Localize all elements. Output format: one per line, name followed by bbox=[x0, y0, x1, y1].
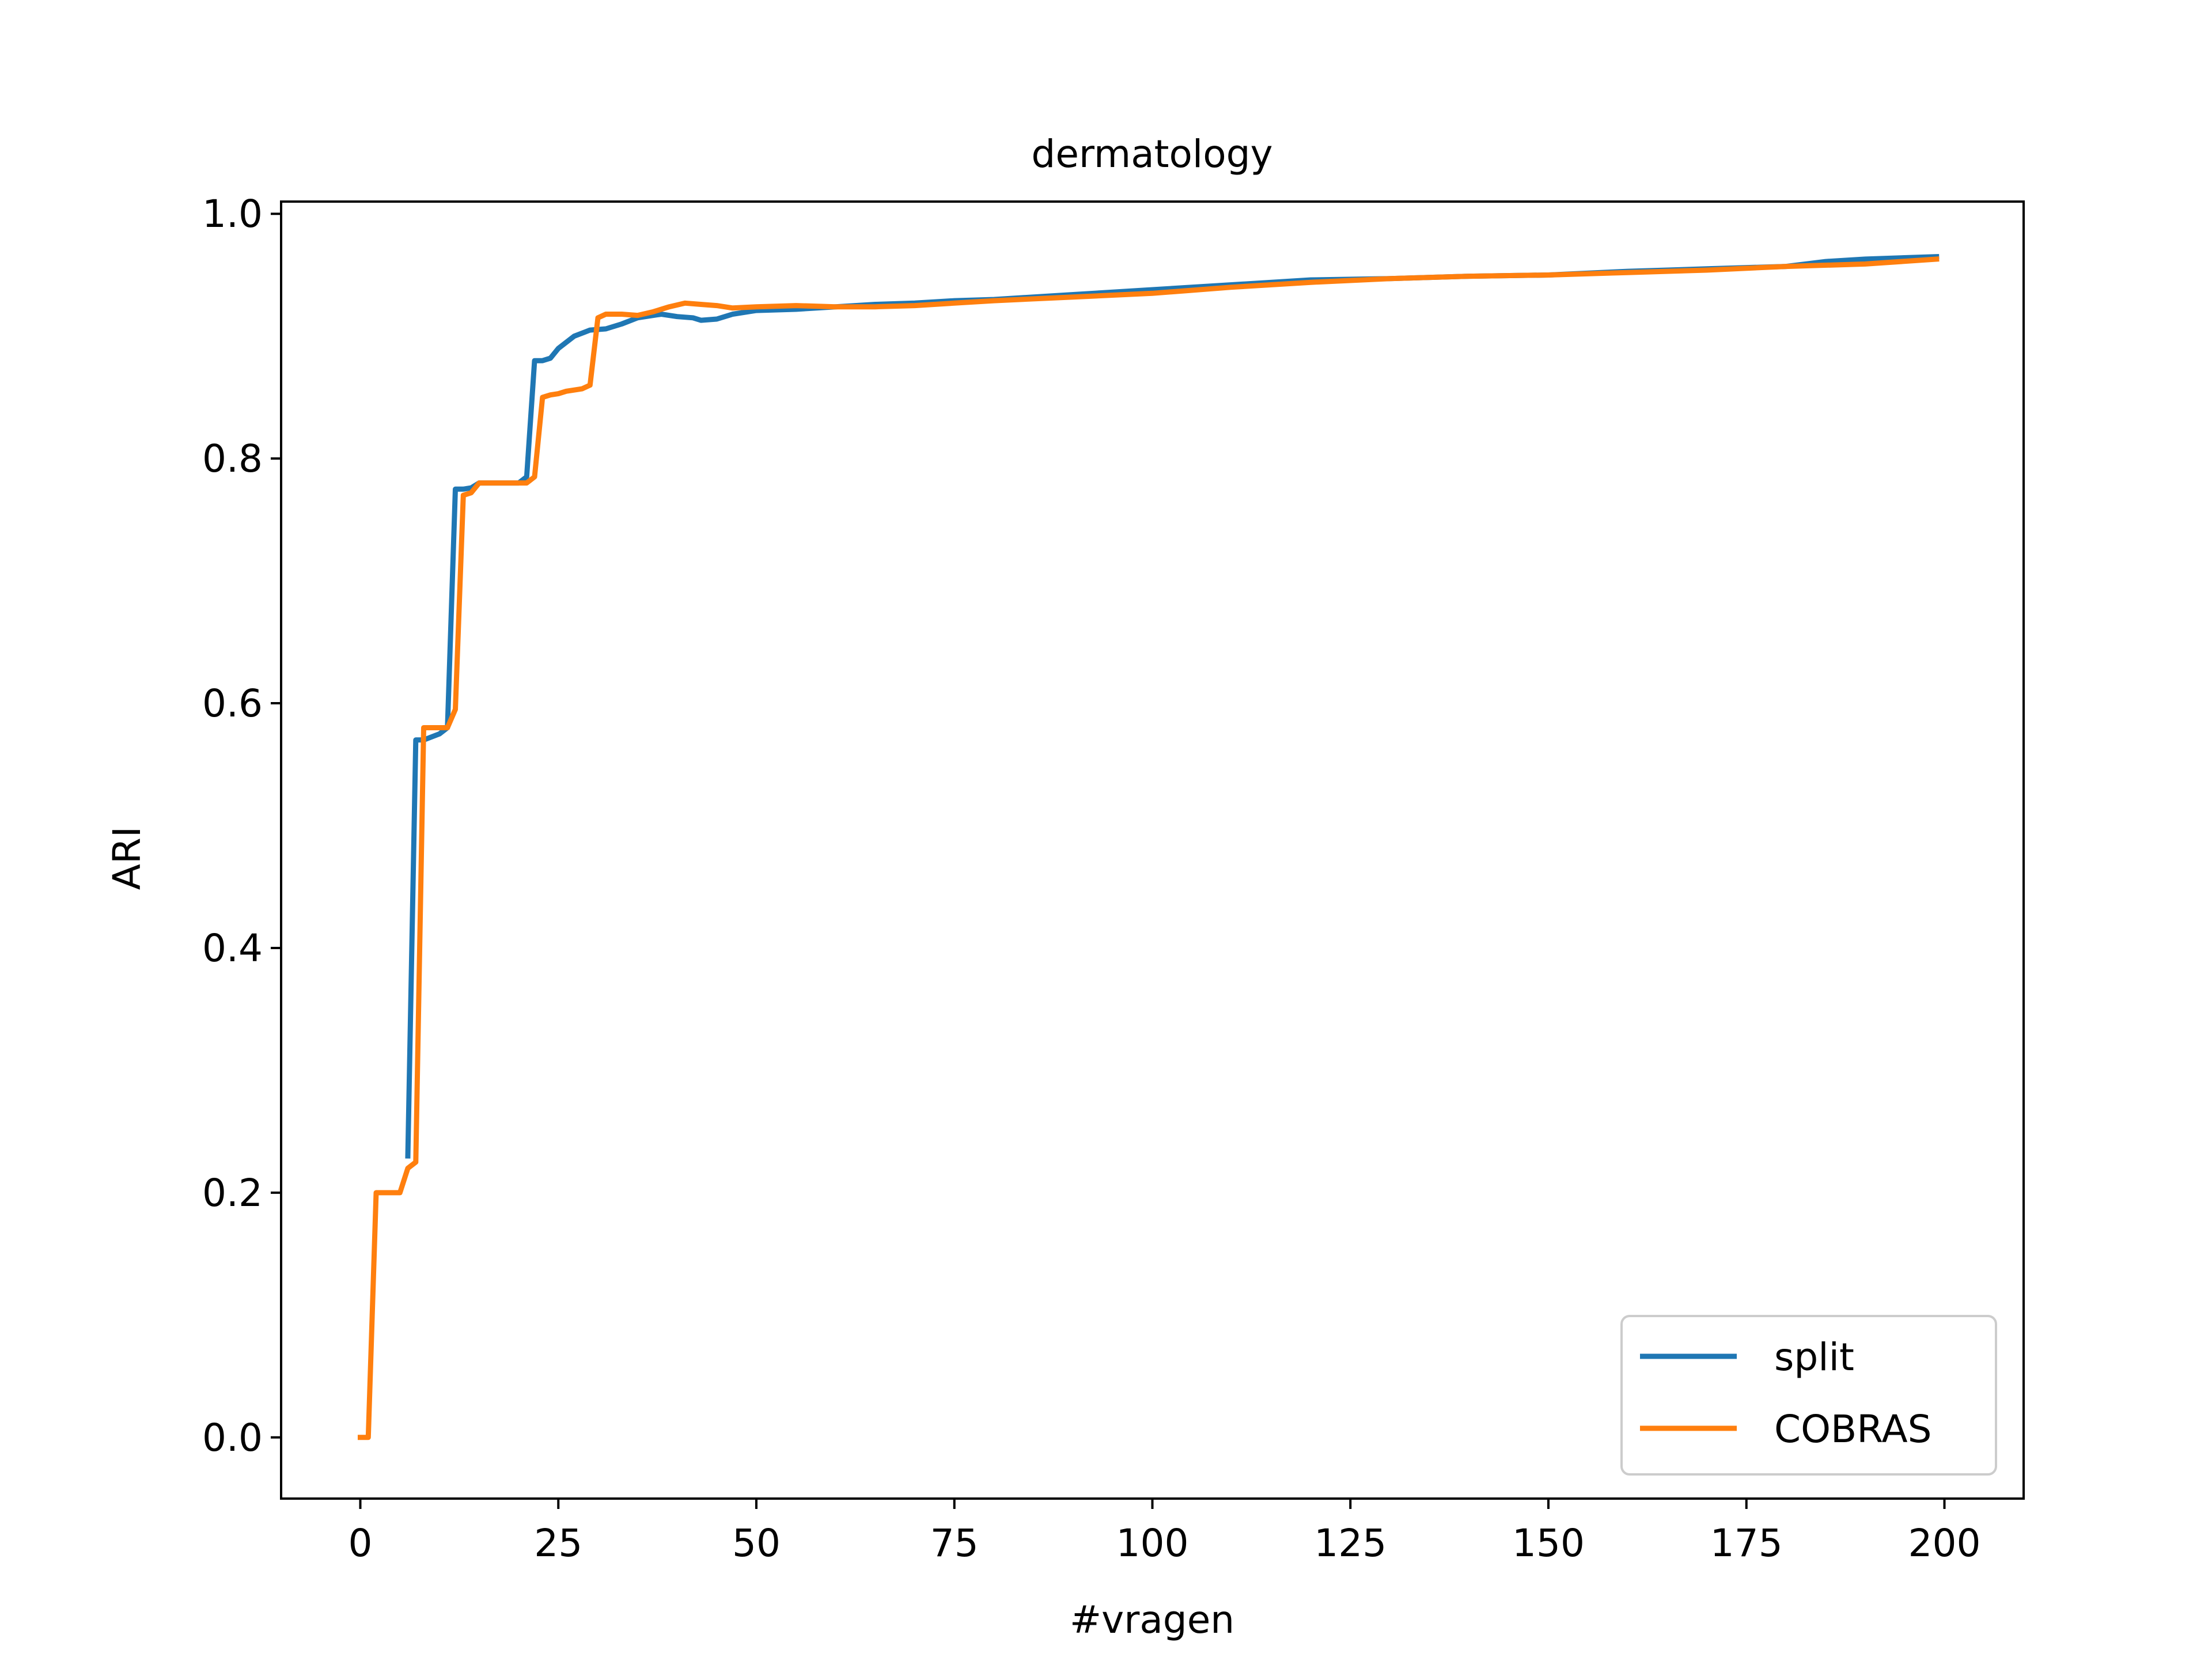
legend-label-cobras: COBRAS bbox=[1774, 1407, 1932, 1451]
y-tick-label: 0.8 bbox=[202, 437, 263, 481]
x-tick-label: 50 bbox=[732, 1521, 781, 1565]
x-tick-label: 175 bbox=[1710, 1521, 1783, 1565]
x-tick-label: 125 bbox=[1314, 1521, 1387, 1565]
y-axis: 0.0 0.2 0.4 0.6 0.8 1.0 bbox=[202, 192, 281, 1460]
axes-frame bbox=[280, 200, 2025, 1500]
y-tick-label: 0.4 bbox=[202, 926, 263, 970]
legend: split COBRAS bbox=[1620, 1315, 1997, 1476]
x-tick-label: 25 bbox=[534, 1521, 582, 1565]
x-axis: 0 25 50 75 100 125 150 175 200 bbox=[349, 1499, 1981, 1565]
y-axis-label: ARI bbox=[105, 826, 149, 890]
y-tick-label: 1.0 bbox=[202, 192, 263, 236]
x-tick-label: 200 bbox=[1908, 1521, 1981, 1565]
y-tick-label: 0.0 bbox=[202, 1416, 263, 1460]
x-tick-label: 100 bbox=[1116, 1521, 1189, 1565]
chart-title: dermatology bbox=[1031, 132, 1272, 176]
x-tick-label: 0 bbox=[349, 1521, 373, 1565]
y-tick-label: 0.2 bbox=[202, 1171, 263, 1215]
series-line-cobras bbox=[358, 256, 1940, 1440]
legend-label-split: split bbox=[1774, 1335, 1854, 1379]
x-tick-label: 75 bbox=[930, 1521, 979, 1565]
y-tick-label: 0.6 bbox=[202, 681, 263, 726]
x-tick-label: 150 bbox=[1512, 1521, 1585, 1565]
plot-area bbox=[358, 253, 1940, 1440]
x-axis-label: #vragen bbox=[1070, 1598, 1234, 1642]
